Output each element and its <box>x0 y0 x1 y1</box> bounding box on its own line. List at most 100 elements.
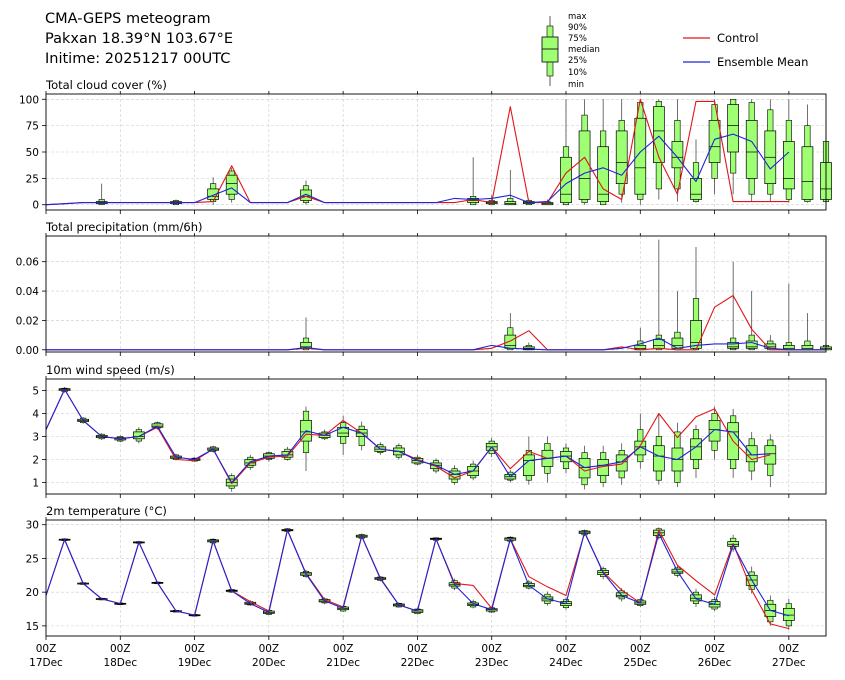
box-p25-p75 <box>634 117 647 195</box>
box-p25-p75 <box>727 104 739 153</box>
x-tick-label-date: 20Dec <box>252 657 286 669</box>
ensemble-box <box>783 283 795 351</box>
x-tick-label-date: 17Dec <box>29 657 63 669</box>
x-tick-label-date: 27Dec <box>772 657 806 669</box>
ensemble-box <box>727 261 739 351</box>
y-tick-label: 2 <box>32 455 39 467</box>
x-tick-label-date: 18Dec <box>103 657 137 669</box>
x-tick-label-date: 26Dec <box>698 657 732 669</box>
box-p25-p75 <box>634 440 647 456</box>
legend-mean-label: Ensemble Mean <box>717 55 808 69</box>
ensemble-box <box>653 99 665 200</box>
ensemble-box <box>783 99 795 203</box>
box-p25-p75 <box>801 345 814 351</box>
box-p25-p75 <box>523 454 535 476</box>
x-tick-label-time: 00Z <box>779 643 800 655</box>
x-tick-label-time: 00Z <box>407 643 428 655</box>
ensemble-box <box>578 99 591 205</box>
y-tick-label: 20 <box>26 587 39 599</box>
ensemble-mean-series-line <box>46 337 826 351</box>
panel-frame <box>45 93 827 211</box>
y-tick-label: 100 <box>19 94 39 106</box>
ensemble-box <box>690 425 702 478</box>
box-p25-p75 <box>225 174 238 195</box>
ensemble-box <box>448 465 461 485</box>
panel-title: Total precipitation (mm/6h) <box>45 220 202 234</box>
x-tick-label-time: 00Z <box>259 643 280 655</box>
ensemble-box <box>634 413 647 469</box>
y-tick-label: 25 <box>26 173 39 185</box>
box-p25-p75 <box>597 146 609 202</box>
ensemble-box <box>225 167 238 203</box>
ensemble-box <box>727 408 739 478</box>
legend-control-label: Control <box>717 31 759 45</box>
box-p25-p75 <box>133 431 145 440</box>
x-tick-label-date: 24Dec <box>549 657 583 669</box>
ensemble-box <box>560 99 572 206</box>
panel-3: 10m wind speed (m/s) 1 2 3 4 5 <box>32 363 827 498</box>
ensemble-box <box>504 313 517 351</box>
legend-box-label: median <box>568 45 600 55</box>
x-tick-label-date: 25Dec <box>623 657 657 669</box>
panel-title: Total cloud cover (%) <box>45 78 167 92</box>
box-p25-p75 <box>801 146 814 200</box>
ensemble-box <box>745 99 758 202</box>
ensemble-box <box>690 247 702 351</box>
ensemble-box <box>690 139 702 203</box>
ensemble-box <box>653 413 665 485</box>
box-p25-p75 <box>690 320 702 349</box>
ensemble-box <box>337 415 349 455</box>
ensemble-box <box>653 239 665 351</box>
panel-frame <box>45 519 827 637</box>
x-tick-label-time: 00Z <box>36 643 57 655</box>
y-tick-label: 50 <box>26 147 39 159</box>
panel-2: Total precipitation (mm/6h) 0.00 0.02 0.04 0… <box>16 220 832 357</box>
legend-box-label: 75% <box>568 34 587 44</box>
y-tick-label: 0 <box>32 200 39 212</box>
y-tick-label: 0.06 <box>16 257 40 269</box>
x-tick-label-time: 00Z <box>630 643 651 655</box>
box-p25-p75 <box>690 178 702 200</box>
legend-box-label: max <box>568 12 587 22</box>
x-tick-label-time: 00Z <box>704 643 725 655</box>
ensemble-box <box>133 427 145 444</box>
legend-inner-box <box>541 36 559 63</box>
x-tick-label-time: 00Z <box>333 643 354 655</box>
y-tick-label: 0.02 <box>16 315 39 327</box>
ensemble-box <box>764 99 777 202</box>
ensemble-box <box>300 180 312 205</box>
x-tick-label-date: 19Dec <box>178 657 212 669</box>
x-tick-label-time: 00Z <box>481 643 502 655</box>
box-p25-p75 <box>708 120 721 163</box>
y-tick-label: 1 <box>32 478 39 490</box>
legend-box-label: 25% <box>568 56 587 66</box>
x-tick-label-time: 00Z <box>556 643 577 655</box>
x-tick-label-date: 22Dec <box>401 657 435 669</box>
y-tick-label: 4 <box>32 409 39 421</box>
box-p25-p75 <box>615 130 628 184</box>
legend-box-label: 90% <box>568 23 587 33</box>
ensemble-box <box>727 98 739 195</box>
x-axis: 00Z 17Dec 00Z 18Dec 00Z 19Dec 00Z 20Dec 00Z 21Dec… <box>29 643 806 669</box>
ensemble-box <box>671 99 684 202</box>
panel-1: Total cloud cover (%) 0 25 50 75 100 <box>19 78 832 214</box>
box-p25-p75 <box>207 188 219 200</box>
box-p25-p75 <box>745 120 758 179</box>
legend-box-label: min <box>568 80 584 90</box>
ensemble-box <box>801 104 814 203</box>
panel-frame <box>45 235 827 353</box>
control-series-line <box>46 294 826 351</box>
ensemble-box <box>615 99 628 203</box>
ensemble-box <box>801 313 814 351</box>
panel-4: 2m temperature (°C) 15 20 25 30 <box>26 504 827 640</box>
ensemble-mean-series-line <box>45 529 790 617</box>
box-p25-p75 <box>300 189 312 201</box>
y-tick-label: 0.04 <box>16 286 40 298</box>
y-tick-label: 15 <box>26 621 39 633</box>
initime-label: Initime: 20251217 00UTC <box>45 51 231 67</box>
x-tick-label-date: 21Dec <box>326 657 360 669</box>
legend-box-label: 10% <box>568 68 587 78</box>
